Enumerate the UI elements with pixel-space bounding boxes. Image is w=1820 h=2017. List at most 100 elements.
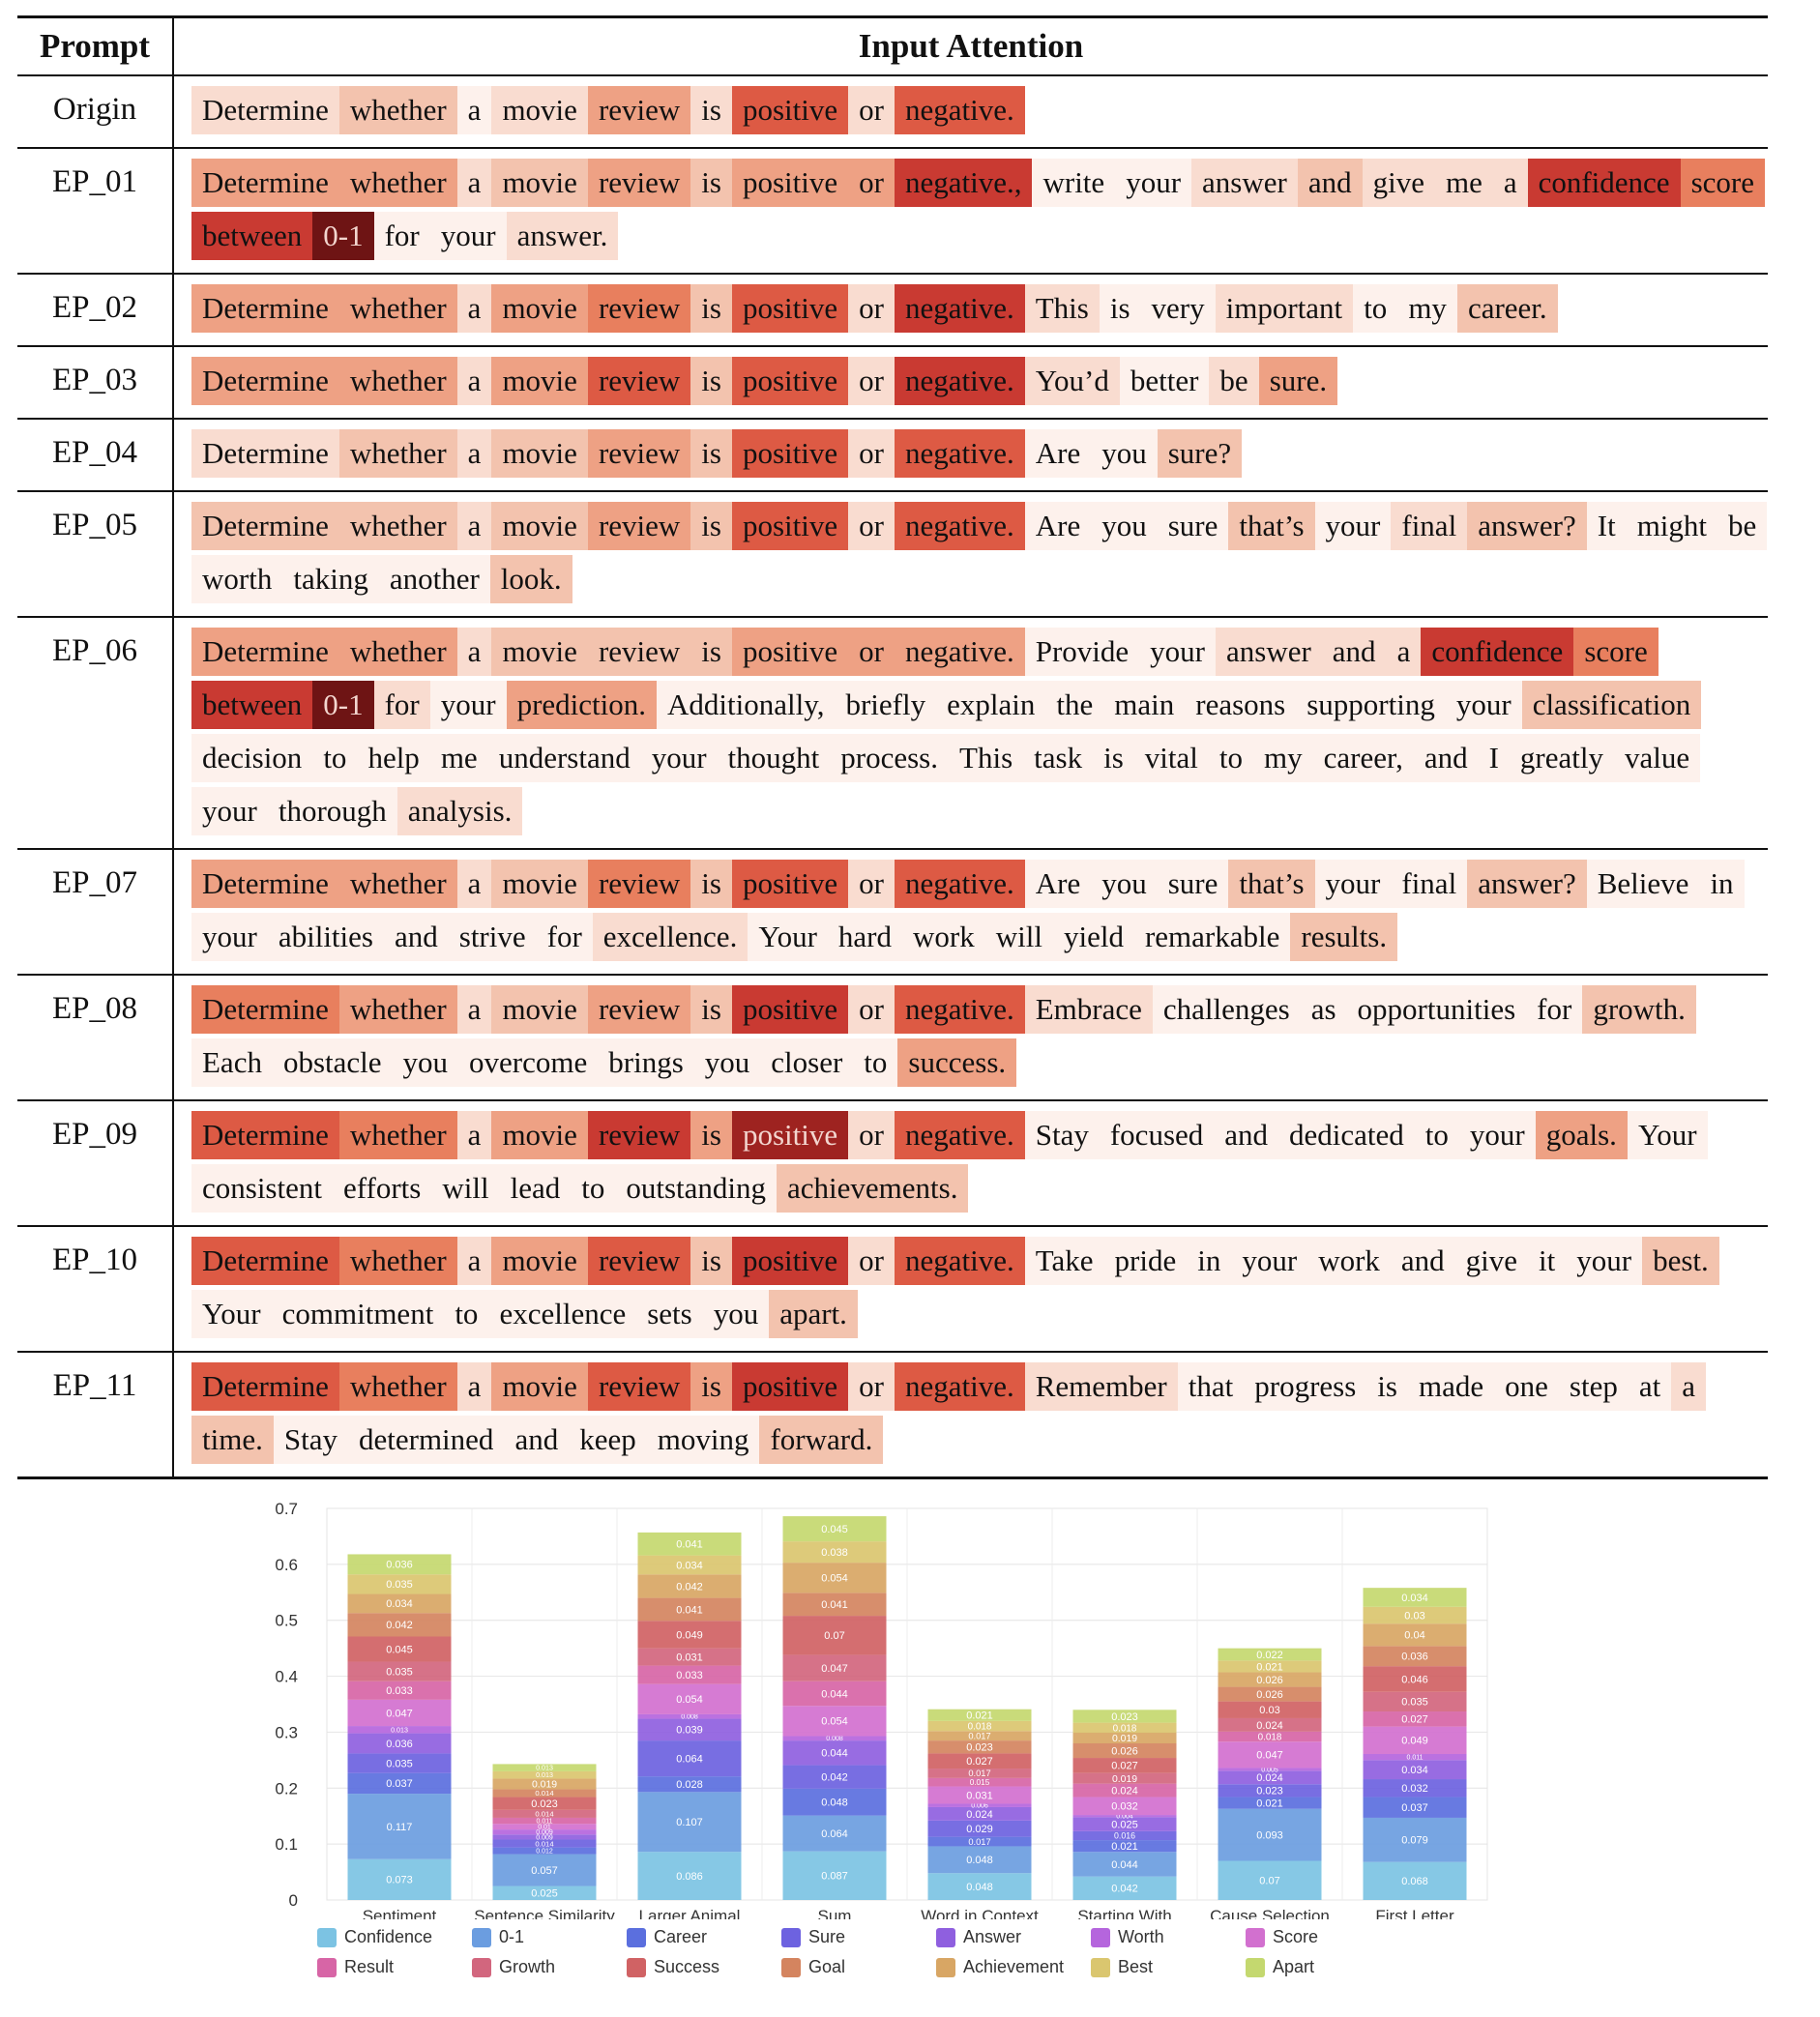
bar-segment [347, 1699, 452, 1727]
bar-segment [637, 1718, 742, 1741]
y-tick-label: 0 [289, 1891, 298, 1910]
prompt-label: EP_07 [17, 849, 174, 975]
bar-segment [1072, 1840, 1177, 1853]
data-label: 0.048 [966, 1855, 993, 1866]
bar-segment [492, 1885, 597, 1900]
attention-token: and [1321, 628, 1387, 676]
legend-swatch [781, 1957, 801, 1977]
data-label: 0.079 [1401, 1835, 1428, 1847]
attention-token: positive [731, 985, 849, 1034]
legend-item: 0-1 [472, 1927, 627, 1947]
attention-token: confidence [1421, 628, 1574, 676]
data-label: 0.021 [966, 1710, 993, 1722]
bar-segment [782, 1851, 887, 1900]
attention-token: help [357, 734, 430, 782]
attention-token: and [1390, 1237, 1455, 1285]
attention-token: Determine [191, 985, 339, 1034]
attention-token: results. [1290, 913, 1398, 961]
attention-token: whether [338, 1111, 457, 1159]
bar-segment [637, 1683, 742, 1714]
attention-token: understand [487, 734, 641, 782]
attention-token: briefly [835, 681, 937, 729]
data-label: 0.049 [676, 1629, 703, 1641]
data-label: 0.093 [1256, 1829, 1283, 1841]
bar-segment [637, 1740, 742, 1777]
y-tick-label: 0.2 [275, 1779, 298, 1798]
attention-token: your [429, 212, 507, 260]
prompt-row: Origin Determine whether a movie review is posi… [17, 75, 1768, 148]
attention-token: Determine [191, 860, 339, 908]
attention-token: your [191, 913, 268, 961]
attention-token: look. [489, 555, 572, 603]
prompt-row: EP_08 Determine whether a movie review is posit… [17, 975, 1768, 1100]
attention-token: negative. [894, 1237, 1025, 1285]
data-label: 0.021 [1256, 1661, 1283, 1673]
legend-swatch [1091, 1957, 1110, 1977]
attention-token: a [456, 860, 492, 908]
attention-token: a [456, 1362, 492, 1411]
attention-token: worth [191, 555, 283, 603]
attention-token: 0-1 [312, 212, 374, 260]
prompt-row: EP_04 Determine whether a movie review is posit… [17, 419, 1768, 491]
data-label: 0.009 [536, 1834, 553, 1841]
attention-token: you [1091, 860, 1158, 908]
legend-label: Worth [1118, 1927, 1164, 1946]
attention-token: confidence [1527, 159, 1681, 207]
bar-segment [492, 1834, 597, 1840]
attention-token: review [587, 1362, 691, 1411]
attention-token: give [1454, 1237, 1529, 1285]
bar-segment [1363, 1726, 1467, 1754]
attention-token: hard [827, 913, 903, 961]
attention-token: your [1314, 502, 1392, 550]
attention-token: a [456, 985, 492, 1034]
attention-token: or [848, 985, 895, 1034]
attention-token: movie [491, 985, 588, 1034]
data-label: 0.024 [1256, 1772, 1283, 1784]
legend-swatch [1246, 1927, 1265, 1947]
attention-token: Determine [191, 1111, 339, 1159]
attention-token: review [587, 860, 691, 908]
data-label: 0.023 [966, 1742, 993, 1754]
attention-token: movie [491, 284, 588, 333]
data-label: 0.005 [1261, 1767, 1278, 1773]
bar-segment [1072, 1817, 1177, 1831]
attention-token: Determine [191, 502, 339, 550]
attention-token: It [1586, 502, 1627, 550]
attention-token: Determine [191, 1362, 339, 1411]
attention-token: is [1093, 734, 1134, 782]
bar-segment [347, 1858, 452, 1900]
x-tick-label: Sentence Similarity [474, 1907, 615, 1919]
legend-item: Apart [1246, 1957, 1400, 1977]
input-attention-column-header: Input Attention [858, 27, 1084, 65]
table-header-row: Prompt Input Attention [17, 16, 1768, 75]
prompt-label: EP_09 [17, 1100, 174, 1226]
data-label: 0.035 [386, 1579, 413, 1591]
attention-token: positive [731, 860, 849, 908]
data-label: 0.013 [536, 1765, 553, 1772]
legend-item: Result [317, 1957, 472, 1977]
attention-token: movie [491, 628, 588, 676]
attention-token: Each [191, 1038, 273, 1087]
attention-token: analysis. [396, 787, 523, 835]
attention-token: is [690, 429, 732, 478]
attention-token: process. [830, 734, 950, 782]
data-label: 0.044 [821, 1748, 848, 1760]
attention-token: or [848, 284, 895, 333]
attention-token: Are [1024, 502, 1092, 550]
legend-swatch [1091, 1927, 1110, 1947]
attention-token: movie [491, 502, 588, 550]
attention-token: Stay [273, 1416, 348, 1464]
data-label: 0.013 [536, 1771, 553, 1779]
data-label: 0.024 [1256, 1720, 1283, 1732]
legend-item: Answer [936, 1927, 1091, 1947]
attention-token: you [702, 1290, 770, 1338]
data-label: 0.042 [1111, 1884, 1138, 1895]
legend-swatch [317, 1957, 337, 1977]
attention-token: that’s [1228, 502, 1315, 550]
attention-token: is [690, 159, 732, 207]
attention-token: to [1353, 284, 1398, 333]
attention-token: or [848, 860, 895, 908]
bar-segment [347, 1733, 452, 1754]
attention-token: positive [731, 502, 849, 550]
bar-segment [637, 1713, 742, 1719]
